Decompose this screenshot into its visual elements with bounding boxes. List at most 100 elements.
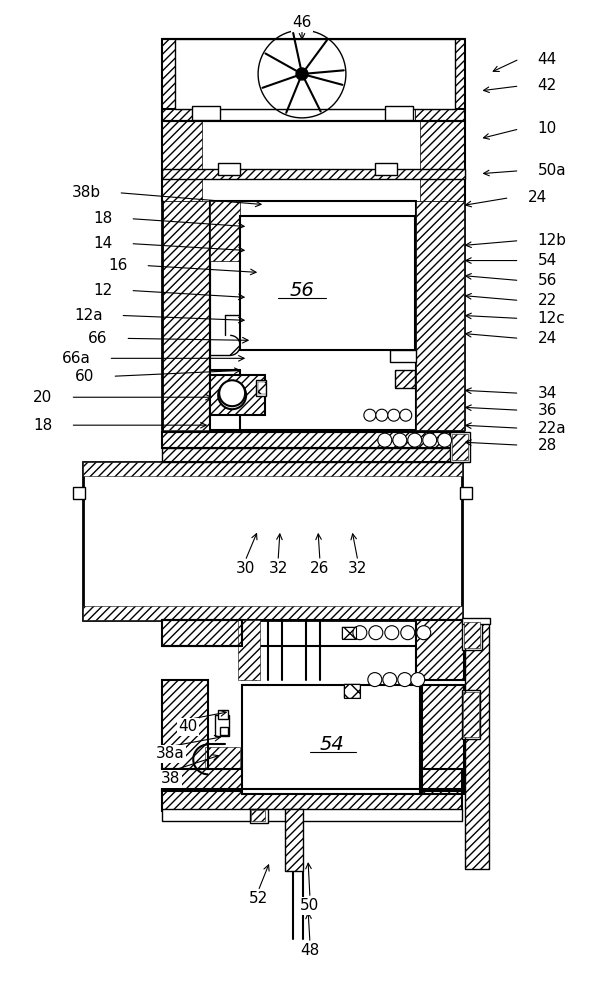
Text: 56: 56 bbox=[537, 273, 557, 288]
Circle shape bbox=[423, 433, 437, 447]
Bar bbox=[162, 789, 462, 811]
Bar bbox=[215, 715, 229, 736]
Bar bbox=[192, 106, 220, 120]
Circle shape bbox=[219, 380, 245, 406]
Text: 26: 26 bbox=[310, 561, 330, 576]
Text: 40: 40 bbox=[178, 719, 198, 734]
Text: 32: 32 bbox=[348, 561, 368, 576]
Bar bbox=[162, 432, 463, 448]
Bar bbox=[416, 201, 463, 430]
Bar bbox=[416, 620, 463, 680]
Bar bbox=[82, 462, 462, 476]
Bar bbox=[452, 434, 468, 460]
Bar bbox=[415, 39, 465, 121]
Circle shape bbox=[408, 433, 422, 447]
Bar bbox=[162, 620, 242, 646]
Text: 50a: 50a bbox=[537, 163, 566, 178]
Bar bbox=[210, 201, 240, 261]
Bar bbox=[375, 163, 397, 175]
Text: 34: 34 bbox=[537, 386, 557, 401]
Circle shape bbox=[378, 433, 392, 447]
Bar bbox=[465, 620, 489, 869]
Bar bbox=[420, 685, 463, 794]
Bar bbox=[256, 380, 266, 396]
Text: 22: 22 bbox=[537, 293, 557, 308]
Text: 44: 44 bbox=[537, 52, 557, 67]
Text: 46: 46 bbox=[292, 15, 312, 30]
Circle shape bbox=[388, 409, 400, 421]
Text: 24: 24 bbox=[537, 331, 557, 346]
Bar bbox=[205, 747, 240, 771]
Bar bbox=[240, 216, 415, 350]
Bar bbox=[73, 487, 85, 499]
Bar bbox=[460, 487, 472, 499]
Text: 36: 36 bbox=[537, 403, 557, 418]
Text: 16: 16 bbox=[108, 258, 128, 273]
Bar bbox=[462, 620, 482, 650]
Bar bbox=[220, 727, 228, 735]
Circle shape bbox=[401, 626, 415, 640]
Bar bbox=[162, 809, 462, 821]
Bar bbox=[242, 685, 422, 794]
Text: 38a: 38a bbox=[156, 746, 185, 761]
Text: 42: 42 bbox=[537, 78, 557, 93]
Circle shape bbox=[296, 68, 308, 80]
Bar bbox=[285, 809, 303, 871]
Text: 18: 18 bbox=[33, 418, 53, 433]
Bar bbox=[385, 106, 413, 120]
Circle shape bbox=[437, 433, 452, 447]
Text: 48: 48 bbox=[300, 943, 319, 958]
Circle shape bbox=[376, 409, 388, 421]
Text: 12a: 12a bbox=[74, 308, 102, 323]
Text: 54: 54 bbox=[537, 253, 557, 268]
Bar bbox=[162, 39, 192, 121]
Circle shape bbox=[417, 626, 431, 640]
Bar bbox=[82, 462, 462, 620]
Bar bbox=[342, 627, 356, 639]
Bar bbox=[218, 710, 228, 719]
Text: 38b: 38b bbox=[71, 185, 100, 200]
Bar bbox=[420, 121, 465, 201]
Bar bbox=[82, 606, 462, 620]
Bar bbox=[162, 769, 462, 791]
Bar bbox=[218, 163, 240, 175]
Bar bbox=[416, 201, 463, 430]
Circle shape bbox=[369, 626, 383, 640]
Circle shape bbox=[383, 673, 397, 687]
Bar bbox=[285, 809, 303, 871]
Bar bbox=[463, 622, 480, 648]
Text: 14: 14 bbox=[93, 236, 113, 251]
Bar bbox=[462, 618, 489, 624]
Circle shape bbox=[353, 626, 367, 640]
Circle shape bbox=[218, 381, 246, 409]
Circle shape bbox=[364, 409, 376, 421]
Text: 28: 28 bbox=[537, 438, 557, 453]
Bar bbox=[175, 39, 454, 109]
Bar bbox=[342, 627, 356, 639]
Bar bbox=[390, 350, 416, 362]
Text: 12c: 12c bbox=[537, 311, 565, 326]
Text: 38: 38 bbox=[160, 771, 180, 786]
Text: 50: 50 bbox=[300, 898, 319, 913]
Bar bbox=[162, 769, 462, 791]
Text: 22a: 22a bbox=[537, 421, 566, 436]
Text: 12b: 12b bbox=[537, 233, 566, 248]
Bar bbox=[162, 201, 210, 430]
Bar bbox=[465, 620, 489, 869]
Bar bbox=[251, 810, 265, 821]
Circle shape bbox=[411, 673, 425, 687]
Bar bbox=[162, 121, 202, 201]
Text: 20: 20 bbox=[33, 390, 53, 405]
Bar bbox=[462, 690, 480, 739]
Bar bbox=[344, 684, 360, 698]
Bar bbox=[416, 620, 463, 680]
Text: 66a: 66a bbox=[62, 351, 91, 366]
Circle shape bbox=[400, 409, 412, 421]
Circle shape bbox=[368, 673, 382, 687]
Bar bbox=[162, 680, 208, 769]
Text: 18: 18 bbox=[93, 211, 113, 226]
Text: 54: 54 bbox=[319, 735, 344, 754]
Bar bbox=[238, 620, 260, 680]
Circle shape bbox=[385, 626, 399, 640]
Bar bbox=[395, 370, 415, 388]
